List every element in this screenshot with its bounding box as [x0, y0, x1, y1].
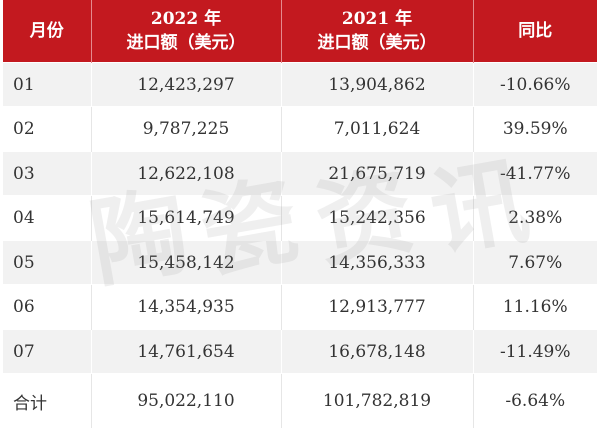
total-label-cell: 合计 [3, 373, 91, 428]
table-row: 02 9,787,225 7,011,624 39.59% [3, 106, 597, 152]
value-2022-cell: 12,423,297 [90, 61, 281, 107]
total-yoy-cell: -6.64% [472, 373, 597, 428]
month-cell: 02 [3, 106, 91, 152]
value-2021-cell: 7,011,624 [280, 106, 473, 152]
yoy-cell: -41.77% [472, 150, 597, 196]
value-2022-cell: 15,614,749 [90, 195, 281, 241]
header-2021-unit: 进口额（美元） [317, 33, 437, 53]
table-row: 04 15,614,749 15,242,356 2.38% [3, 195, 597, 241]
month-cell: 03 [3, 150, 91, 196]
yoy-cell: -10.66% [472, 61, 597, 107]
table-row: 01 12,423,297 13,904,862 -10.66% [3, 61, 597, 107]
value-2022-cell: 9,787,225 [90, 106, 281, 152]
month-cell: 06 [3, 284, 91, 330]
import-table: 月份 2022 年 进口额（美元） 2021 年 进口额（美元） 同比 01 1… [3, 0, 597, 428]
value-2021-cell: 15,242,356 [280, 195, 473, 241]
month-cell: 01 [3, 61, 91, 107]
header-2022: 2022 年 进口额（美元） [90, 0, 281, 63]
value-2022-cell: 14,354,935 [90, 284, 281, 330]
month-cell: 07 [3, 328, 91, 374]
yoy-cell: 2.38% [472, 195, 597, 241]
header-row: 月份 2022 年 进口额（美元） 2021 年 进口额（美元） 同比 [3, 0, 597, 63]
header-month: 月份 [3, 0, 91, 63]
header-yoy-label: 同比 [518, 21, 553, 41]
yoy-cell: -11.49% [472, 328, 597, 374]
table-row: 06 14,354,935 12,913,777 11.16% [3, 284, 597, 330]
month-cell: 04 [3, 195, 91, 241]
yoy-cell: 11.16% [472, 284, 597, 330]
table-row: 03 12,622,108 21,675,719 -41.77% [3, 150, 597, 196]
table-row: 07 14,761,654 16,678,148 -11.49% [3, 328, 597, 374]
total-2022-cell: 95,022,110 [90, 373, 281, 428]
total-2021-cell: 101,782,819 [280, 373, 473, 428]
header-2022-unit: 进口额（美元） [126, 33, 246, 53]
yoy-cell: 39.59% [472, 106, 597, 152]
value-2021-cell: 21,675,719 [280, 150, 473, 196]
table-row: 05 15,458,142 14,356,333 7.67% [3, 239, 597, 285]
header-2021: 2021 年 进口额（美元） [280, 0, 473, 63]
value-2022-cell: 14,761,654 [90, 328, 281, 374]
value-2021-cell: 13,904,862 [280, 61, 473, 107]
value-2022-cell: 12,622,108 [90, 150, 281, 196]
month-cell: 05 [3, 239, 91, 285]
header-2021-year: 2021 年 [341, 9, 413, 29]
value-2021-cell: 14,356,333 [280, 239, 473, 285]
value-2021-cell: 12,913,777 [280, 284, 473, 330]
header-month-label: 月份 [29, 21, 64, 41]
import-table-container: 月份 2022 年 进口额（美元） 2021 年 进口额（美元） 同比 01 1… [3, 0, 597, 428]
value-2022-cell: 15,458,142 [90, 239, 281, 285]
value-2021-cell: 16,678,148 [280, 328, 473, 374]
header-2022-year: 2022 年 [150, 9, 222, 29]
header-yoy: 同比 [472, 0, 597, 63]
yoy-cell: 7.67% [472, 239, 597, 285]
total-row: 合计 95,022,110 101,782,819 -6.64% [3, 373, 597, 428]
